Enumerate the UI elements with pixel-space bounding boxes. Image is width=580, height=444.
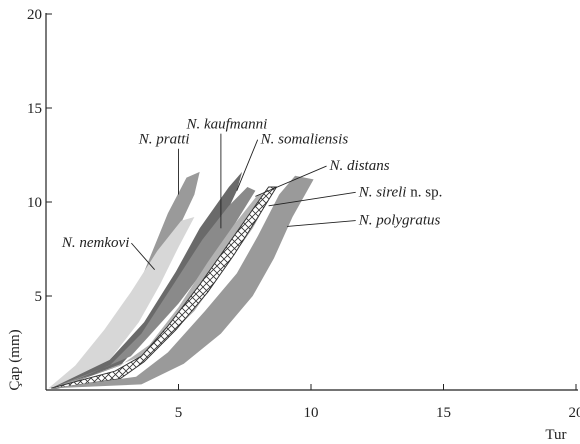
label-n-sireli-n-sp: N. sireli n. sp. [358, 184, 443, 200]
label-n-polygratus: N. polygratus [358, 213, 441, 229]
y-axis-title: Çap (mm) [7, 329, 23, 390]
x-tick-label: 5 [175, 405, 183, 421]
label-n-kaufmanni: N. kaufmanni [185, 117, 267, 133]
label-n-somaliensis: N. somaliensis [260, 132, 349, 148]
area-n-pratti [48, 171, 200, 389]
y-tick-label: 5 [35, 289, 43, 305]
area-n-somaliensis [51, 187, 256, 389]
y-tick-label: 20 [27, 7, 42, 23]
leader-n-sireli-n-sp [268, 191, 356, 207]
x-axis-title: Tur [545, 427, 566, 443]
area-n-nemkovi [48, 217, 195, 389]
leader-n-distans [255, 165, 327, 197]
y-tick-label: 15 [27, 101, 42, 117]
x-tick-label: 20 [569, 405, 580, 421]
x-tick-label: 15 [436, 405, 451, 421]
label-n-nemkovi: N. nemkovi [61, 235, 129, 251]
axis-ticks: 5 10 15 20 5 10 15 20 [27, 7, 580, 421]
y-tick-label: 10 [27, 195, 42, 211]
label-n-distans: N. distans [329, 158, 390, 174]
area-n-polygratus [51, 175, 314, 389]
label-n-pratti: N. pratti [138, 132, 190, 148]
x-tick-label: 10 [304, 405, 319, 421]
plot-areas [48, 171, 314, 389]
leader-n-nemkovi [131, 242, 155, 270]
leader-n-polygratus [287, 220, 356, 227]
leader-n-somaliensis [236, 139, 259, 191]
